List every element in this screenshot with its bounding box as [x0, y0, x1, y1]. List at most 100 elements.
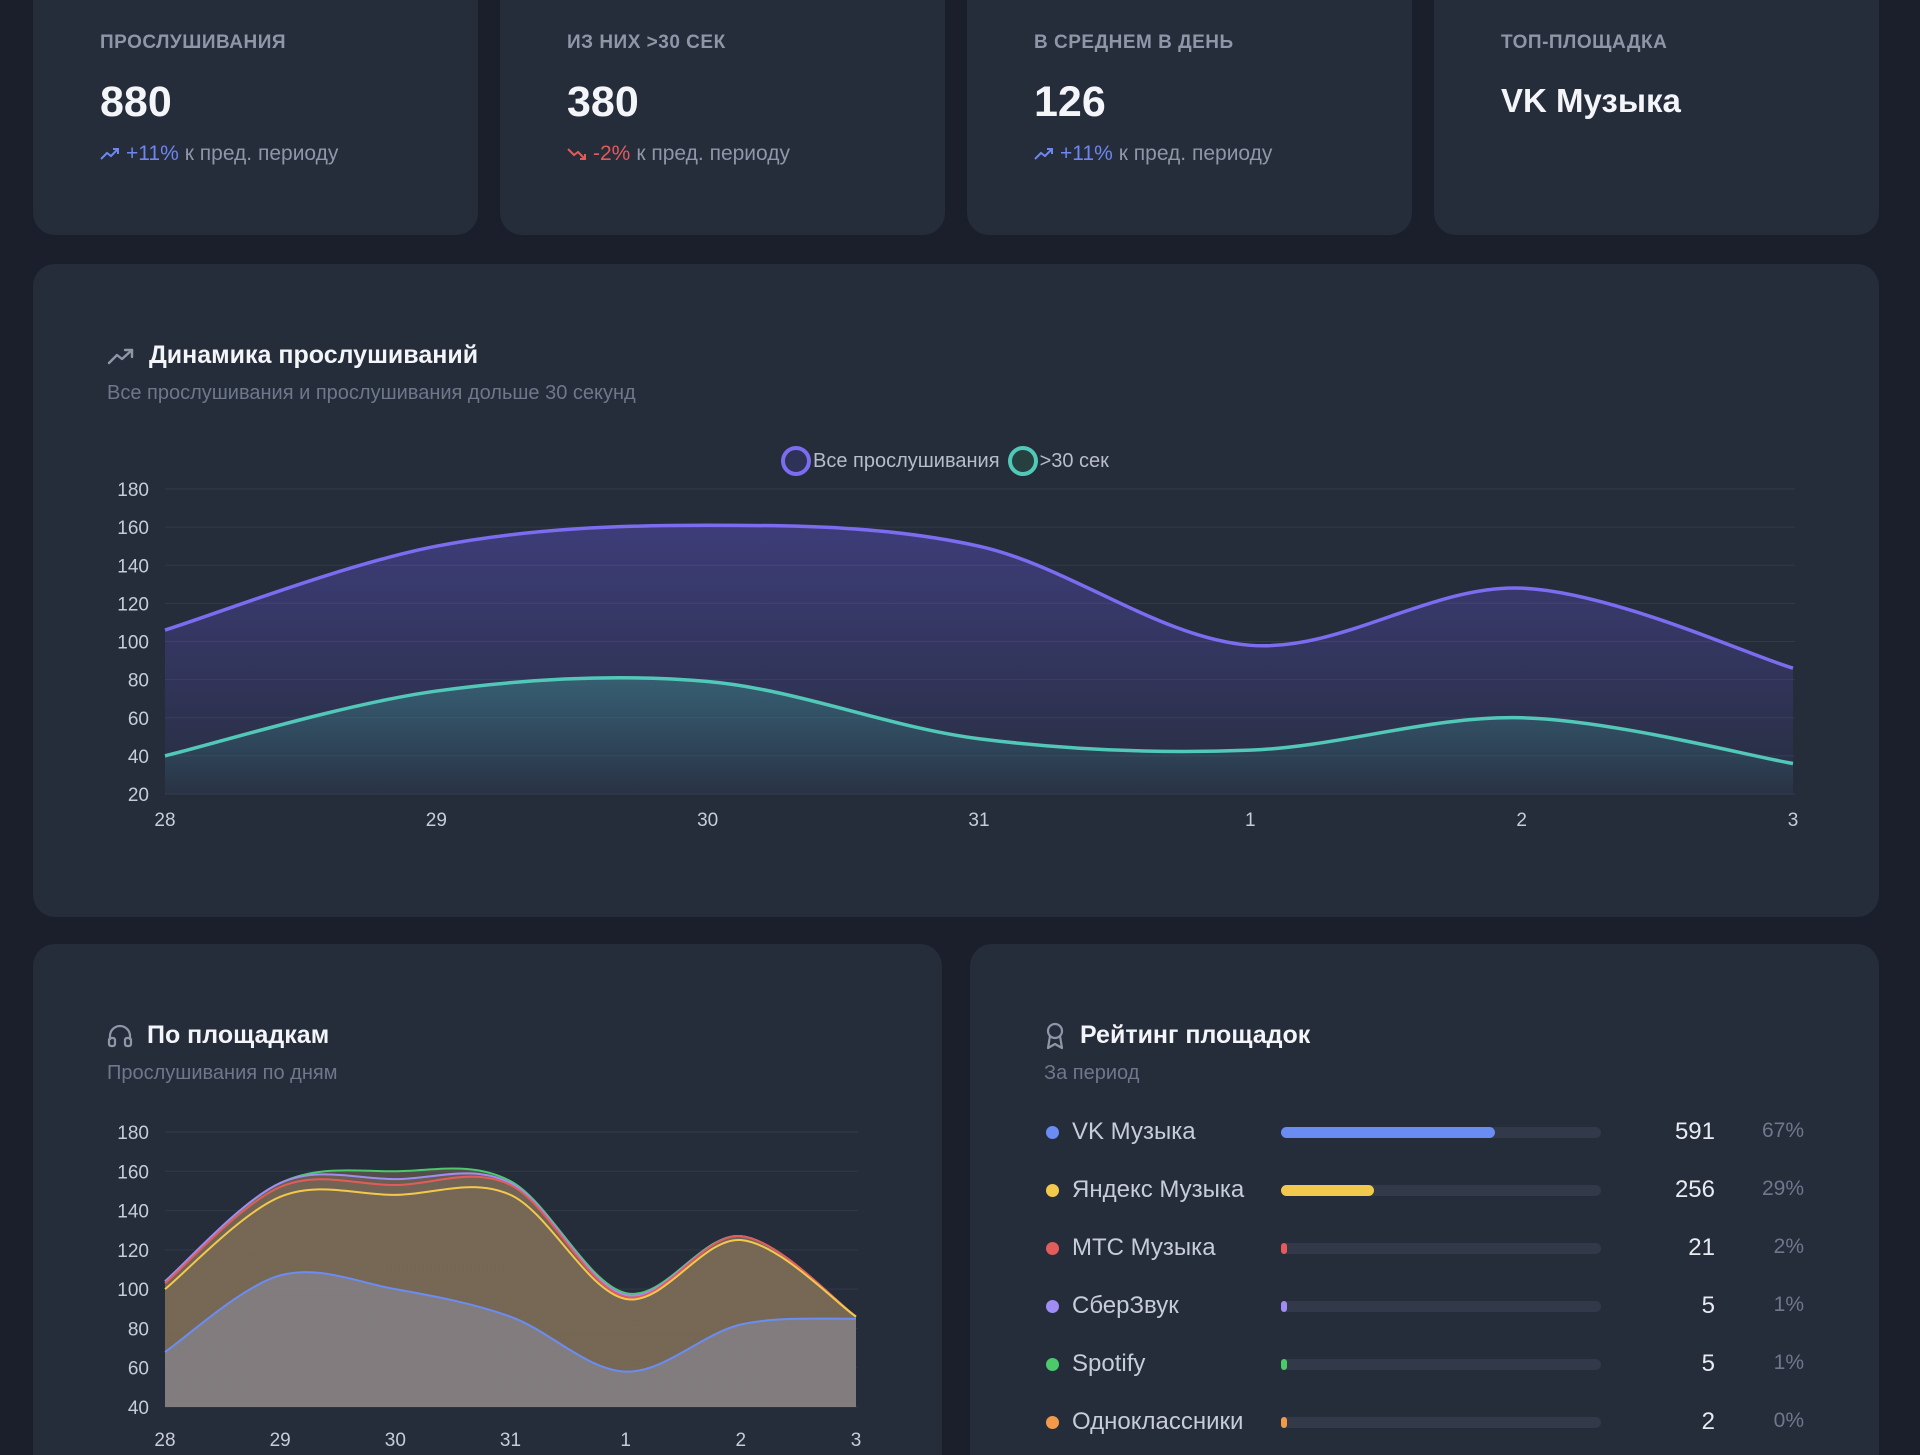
x-tick-label: 2: [1516, 810, 1527, 831]
legend-item-30s[interactable]: >30 сек: [1007, 446, 1109, 476]
platform-count: 2: [1701, 1408, 1715, 1435]
delta-note: к пред. периоду: [1118, 142, 1273, 165]
share-bar-fill: [1281, 1127, 1496, 1138]
stat-value: 880: [100, 78, 172, 126]
platform-percent: 29%: [1761, 1177, 1804, 1200]
y-tick-label: 100: [117, 1280, 149, 1301]
platform-color-dot: [1046, 1242, 1059, 1255]
card-subtitle: Прослушивания по дням: [107, 1062, 338, 1084]
y-tick-label: 80: [128, 1319, 149, 1340]
x-tick-label: 29: [426, 810, 447, 831]
x-tick-label: 3: [851, 1430, 862, 1451]
y-tick-label: 40: [128, 1398, 149, 1419]
share-bar-fill: [1281, 1185, 1374, 1196]
platform-count: 5: [1701, 1350, 1715, 1377]
series-line: [164, 1175, 857, 1318]
ranking-row[interactable]: Spotify 5 1%: [970, 1344, 1879, 1384]
stat-card-plays-30s: ИЗ НИХ >30 СЕК 380 -2% к пред. периоду: [500, 0, 945, 235]
share-bar: [1281, 1301, 1601, 1312]
card-title: Динамика прослушиваний: [149, 341, 479, 369]
stat-value: VK Музыка: [1501, 82, 1681, 119]
platform-color-dot: [1046, 1184, 1059, 1197]
y-tick-label: 40: [128, 747, 149, 768]
series-line: [164, 1271, 857, 1373]
platform-percent: 1%: [1773, 1351, 1804, 1374]
ranking-row[interactable]: VK Музыка 591 67%: [970, 1112, 1879, 1152]
ranking-title-row: Рейтинг площадок: [1044, 1021, 1310, 1050]
share-bar-fill: [1281, 1243, 1288, 1254]
y-tick-label: 140: [117, 556, 149, 577]
x-tick-label: 29: [270, 1430, 291, 1451]
platforms-title-row: По площадкам: [107, 1021, 329, 1050]
share-bar: [1281, 1359, 1601, 1370]
stat-delta: -2% к пред. периоду: [567, 142, 790, 166]
award-icon: [1046, 1022, 1064, 1049]
platform-percent: 67%: [1761, 1119, 1804, 1142]
platform-name: Одноклассники: [1072, 1408, 1244, 1435]
legend-item-all[interactable]: Все прослушивания: [781, 446, 1000, 476]
ranking-row[interactable]: МТС Музыка 21 2%: [970, 1228, 1879, 1268]
platform-color-dot: [1046, 1126, 1059, 1139]
stat-card-daily-average: В СРЕДНЕМ В ДЕНЬ 126 +11% к пред. период…: [967, 0, 1412, 235]
stat-card-top-platform: ТОП-ПЛОЩАДКА VK Музыка: [1434, 0, 1879, 235]
y-tick-label: 180: [117, 1123, 149, 1144]
series-area: [165, 677, 1793, 794]
x-tick-label: 28: [154, 1430, 175, 1451]
card-title: Рейтинг площадок: [1080, 1021, 1311, 1049]
card-title: По площадкам: [147, 1021, 330, 1049]
series-line: [164, 1186, 857, 1318]
ranking-row[interactable]: СберЗвук 5 1%: [970, 1286, 1879, 1326]
legend-swatch: [1007, 446, 1038, 476]
platform-name: Яндекс Музыка: [1072, 1176, 1245, 1203]
delta-note: к пред. периоду: [636, 142, 791, 165]
x-tick-label: 3: [1788, 810, 1799, 831]
platforms-card: По площадкам Прослушивания по дням 40 60 8…: [33, 944, 942, 1455]
ranking-card: Рейтинг площадок За период VK Музыка 591 6…: [970, 944, 1879, 1455]
ranking-row[interactable]: Одноклассники 2 0%: [970, 1402, 1879, 1442]
delta-note: к пред. периоду: [184, 142, 339, 165]
stat-label: ПРОСЛУШИВАНИЯ: [100, 32, 287, 53]
stat-delta: +11% к пред. периоду: [100, 142, 338, 166]
delta-value: +11%: [126, 142, 179, 165]
y-tick-label: 140: [117, 1202, 149, 1223]
x-tick-label: 2: [736, 1430, 747, 1451]
legend-swatch: [781, 446, 811, 476]
y-tick-label: 160: [117, 518, 149, 539]
platform-name: VK Музыка: [1072, 1118, 1196, 1145]
x-tick-label: 31: [968, 810, 989, 831]
stat-label: ИЗ НИХ >30 СЕК: [567, 32, 726, 53]
platform-percent: 1%: [1773, 1293, 1804, 1316]
share-bar-fill: [1281, 1417, 1287, 1428]
x-tick-label: 1: [620, 1430, 631, 1451]
series-area: [165, 1272, 856, 1407]
platform-name: МТС Музыка: [1072, 1234, 1216, 1261]
share-bar: [1281, 1417, 1601, 1428]
x-tick-label: 30: [385, 1430, 406, 1451]
y-tick-label: 80: [128, 671, 149, 692]
y-tick-label: 100: [117, 633, 149, 654]
dynamics-title-row: Динамика прослушиваний: [107, 341, 478, 370]
series-line: [164, 675, 1794, 766]
stat-card-plays: ПРОСЛУШИВАНИЯ 880 +11% к пред. периоду: [33, 0, 478, 235]
x-tick-label: 31: [500, 1430, 521, 1451]
ranking-row[interactable]: Яндекс Музыка 256 29%: [970, 1170, 1879, 1210]
chart-legend: Все прослушивания >30 сек: [781, 446, 1109, 476]
platform-percent: 0%: [1773, 1409, 1804, 1432]
card-subtitle: Все прослушивания и прослушивания дольше…: [107, 382, 636, 404]
platforms-chart: 40 60 80 100 120 140 160 180 28 29 30 31 1 2 3: [117, 1123, 862, 1451]
platform-count: 21: [1688, 1234, 1715, 1261]
y-tick-label: 60: [128, 709, 149, 730]
card-subtitle: За период: [1044, 1062, 1140, 1084]
delta-value: -2%: [593, 142, 631, 165]
y-tick-label: 120: [117, 1241, 149, 1262]
dynamics-chart: 20 40 60 80 100 120 140 160 180 28 29 30 31 1 2 3: [117, 480, 1799, 831]
platform-count: 256: [1674, 1176, 1715, 1203]
share-bar-fill: [1281, 1359, 1287, 1370]
share-bar: [1281, 1127, 1601, 1138]
trend-up-icon: [100, 148, 119, 160]
stat-label: В СРЕДНЕМ В ДЕНЬ: [1034, 32, 1234, 53]
platform-color-dot: [1046, 1300, 1059, 1313]
legend-label: Все прослушивания: [813, 449, 1000, 472]
platform-name: Spotify: [1072, 1350, 1146, 1377]
x-tick-label: 30: [697, 810, 718, 831]
